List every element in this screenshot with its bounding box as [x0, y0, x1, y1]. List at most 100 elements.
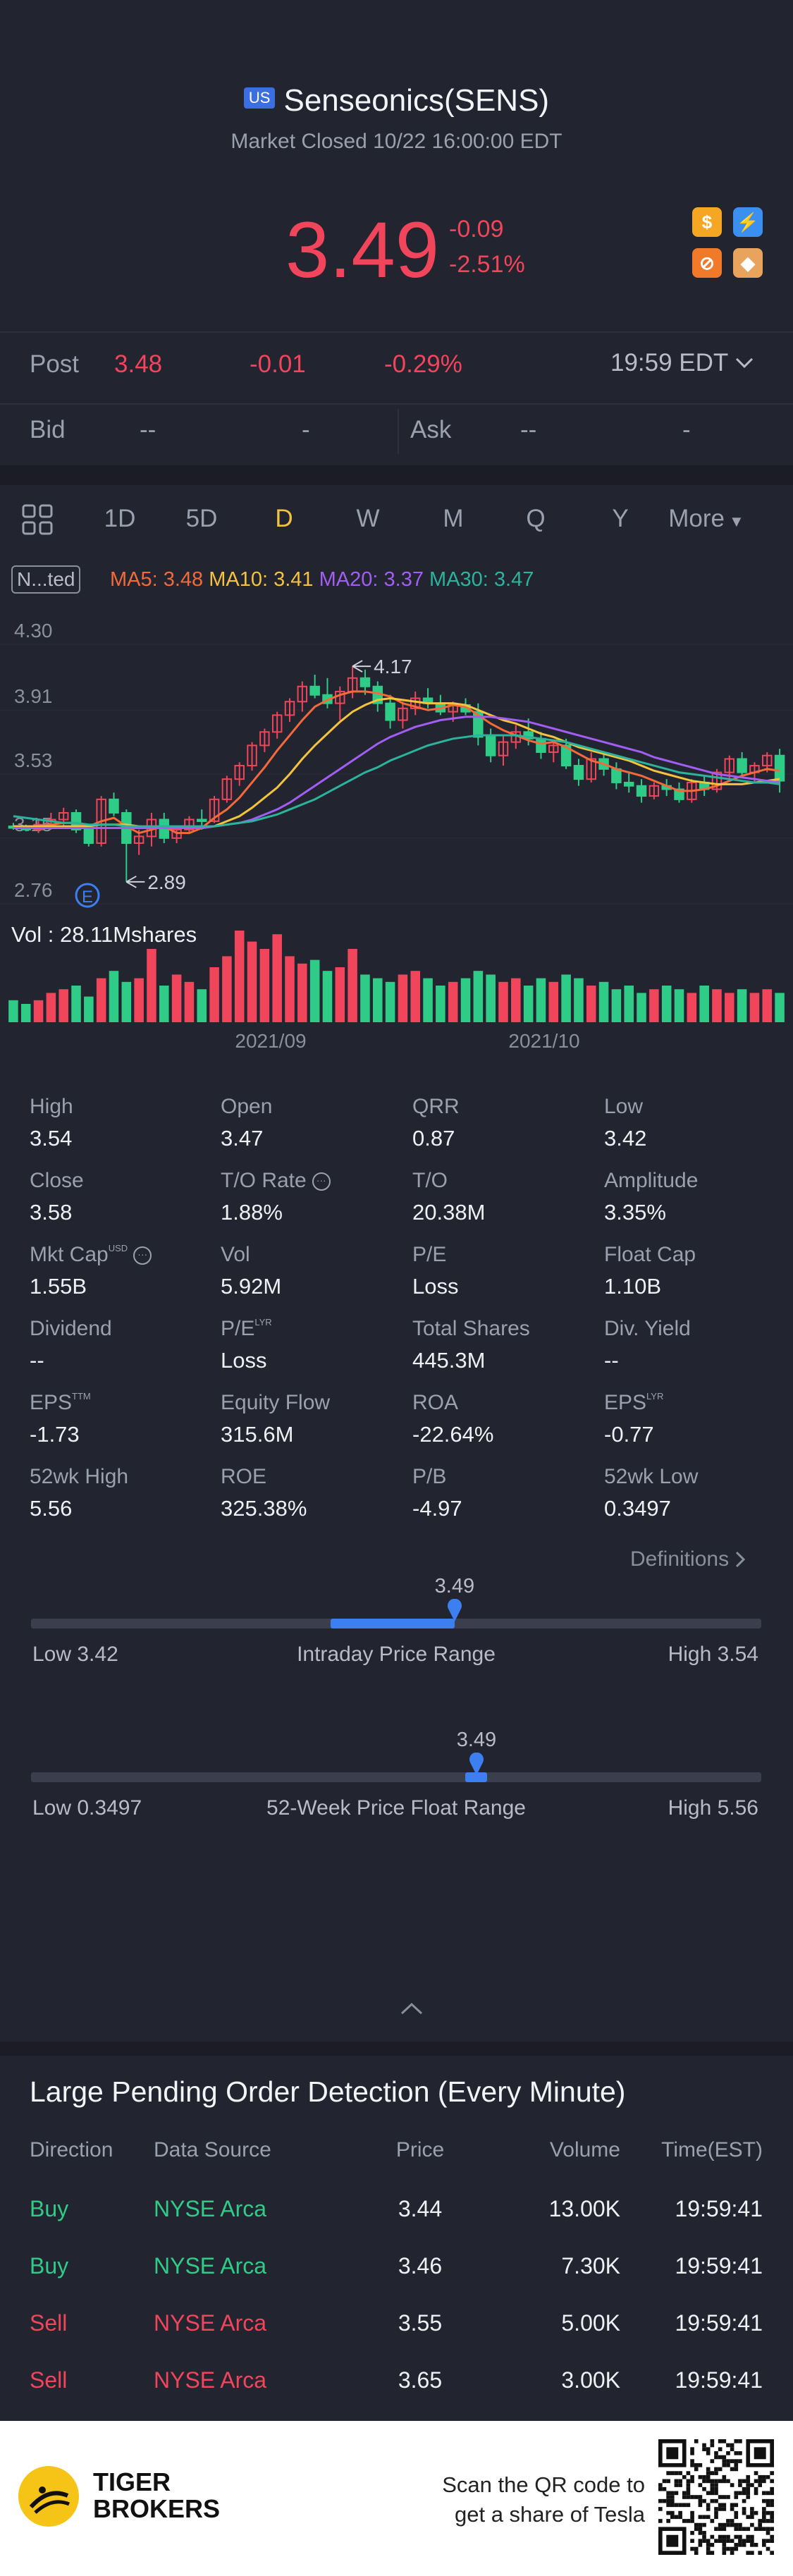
no-sign-icon[interactable]: ⊘ — [692, 248, 722, 278]
stat-cell: Total Shares 445.3M — [412, 1317, 596, 1373]
ma30-line — [13, 734, 780, 828]
footer-banner[interactable]: TIGER BROKERS Scan the QR code to get a … — [0, 2421, 793, 2576]
tab-label: D — [275, 505, 293, 532]
stat-label: P/E — [412, 1243, 596, 1267]
stat-label: QRR — [412, 1095, 596, 1119]
stat-value: -1.73 — [30, 1422, 80, 1447]
chevron-down-icon — [736, 357, 754, 369]
stat-value: 3.47 — [221, 1126, 264, 1151]
qr-code-icon[interactable] — [658, 2439, 774, 2555]
y-tick-label: 3.91 — [14, 685, 53, 707]
stat-label-text: ROE — [221, 1465, 267, 1488]
stat-value: 3.35% — [604, 1200, 666, 1225]
tab-w[interactable]: W — [326, 505, 410, 533]
volume-bar — [448, 981, 458, 1022]
volume-bar — [511, 978, 521, 1022]
tab-d[interactable]: D — [242, 505, 326, 533]
stat-label-text: Mkt Cap — [30, 1243, 109, 1266]
volume-bar — [59, 989, 68, 1022]
ma20-line — [13, 716, 780, 829]
candle — [762, 754, 773, 767]
stat-cell: Dividend -- — [30, 1317, 213, 1373]
stat-value: 1.88% — [221, 1200, 283, 1225]
tab-more[interactable]: More ▼ — [664, 505, 749, 533]
orders-header: Data Source — [154, 2138, 271, 2161]
volume-bar — [749, 993, 760, 1022]
max-annotation: 4.17 — [374, 656, 412, 677]
candle — [234, 765, 245, 780]
info-dots-icon[interactable]: ··· — [133, 1246, 152, 1265]
candle — [309, 685, 320, 696]
tab-m[interactable]: M — [411, 505, 496, 533]
stat-label-text: ROA — [412, 1391, 459, 1414]
layout-grid-icon[interactable] — [21, 503, 54, 539]
tab-label: Q — [526, 505, 546, 532]
candle — [385, 702, 395, 721]
candle — [109, 798, 119, 814]
stat-cell: High 3.54 — [30, 1095, 213, 1151]
volume-bar — [372, 978, 383, 1022]
stat-label: 52wk High — [30, 1465, 213, 1489]
ask-size: - — [682, 416, 691, 443]
range-marker-label: 3.49 — [456, 1729, 497, 1751]
table-row[interactable]: Buy NYSE Arca 3.44 13.00K 19:59:41 — [0, 2196, 793, 2231]
ma5-line — [13, 690, 780, 835]
bid-price: -- — [140, 416, 156, 443]
stock-name: Senseonics(SENS) — [283, 83, 550, 118]
education-icon[interactable]: ◆ — [733, 248, 763, 278]
tab-1d[interactable]: 1D — [78, 505, 162, 533]
stat-cell: T/O 20.38M — [412, 1169, 596, 1225]
stat-label: EPSLYR — [604, 1391, 787, 1415]
collapse-chevron-icon[interactable] — [399, 2001, 424, 2020]
tab-y[interactable]: Y — [578, 505, 663, 533]
ma10-line — [13, 697, 780, 829]
candle — [209, 798, 220, 822]
volume-bar — [762, 989, 773, 1022]
map-pin-icon — [468, 1752, 485, 1780]
tab-label: W — [356, 505, 380, 532]
volume-bar — [209, 967, 219, 1022]
volume-bar — [536, 978, 546, 1022]
earnings-marker-icon[interactable] — [75, 883, 100, 908]
table-row[interactable]: Buy NYSE Arca 3.46 7.30K 19:59:41 — [0, 2253, 793, 2288]
tab-q[interactable]: Q — [493, 505, 578, 533]
volume-bar — [460, 978, 471, 1022]
lightning-icon[interactable]: ⚡ — [733, 207, 763, 237]
volume-bar — [611, 989, 622, 1022]
stat-superscript: LYR — [254, 1317, 272, 1327]
volume-bar — [297, 963, 307, 1022]
stat-label: Open — [221, 1095, 404, 1119]
order-price: 3.46 — [398, 2253, 443, 2278]
stat-superscript: USD — [108, 1243, 128, 1253]
info-dots-icon[interactable]: ··· — [312, 1172, 331, 1191]
stat-label-text: P/E — [221, 1317, 255, 1340]
definitions-link[interactable]: Definitions — [630, 1547, 746, 1571]
orders-header: Time(EST) — [661, 2138, 763, 2161]
stat-label: High — [30, 1095, 213, 1119]
volume-bar — [335, 967, 345, 1022]
stat-cell: 52wk Low 0.3497 — [604, 1465, 787, 1521]
table-row[interactable]: Sell NYSE Arca 3.65 3.00K 19:59:41 — [0, 2367, 793, 2403]
stat-label: Mkt CapUSD ··· — [30, 1243, 213, 1267]
section-gap — [0, 465, 793, 485]
candle — [548, 744, 559, 753]
tab-5d[interactable]: 5D — [159, 505, 244, 533]
indicator-chip[interactable]: N...ted — [11, 565, 81, 594]
volume-bar — [523, 986, 534, 1022]
post-time-selector[interactable]: 19:59 EDT — [610, 349, 754, 377]
stat-cell: ROE 325.38% — [221, 1465, 404, 1521]
order-direction: Buy — [30, 2196, 69, 2221]
candle — [648, 785, 660, 797]
table-row[interactable]: Sell NYSE Arca 3.55 5.00K 19:59:41 — [0, 2310, 793, 2345]
stat-label-text: Dividend — [30, 1317, 112, 1340]
candle — [271, 714, 283, 733]
ask-price: -- — [520, 416, 537, 443]
stat-cell: Vol 5.92M — [221, 1243, 404, 1299]
divider — [0, 403, 793, 405]
max-arrow-icon — [352, 660, 371, 673]
candle — [247, 744, 257, 767]
dollar-icon[interactable]: $ — [692, 207, 722, 237]
order-price: 3.65 — [398, 2367, 443, 2393]
orders-header: Direction — [30, 2138, 113, 2161]
